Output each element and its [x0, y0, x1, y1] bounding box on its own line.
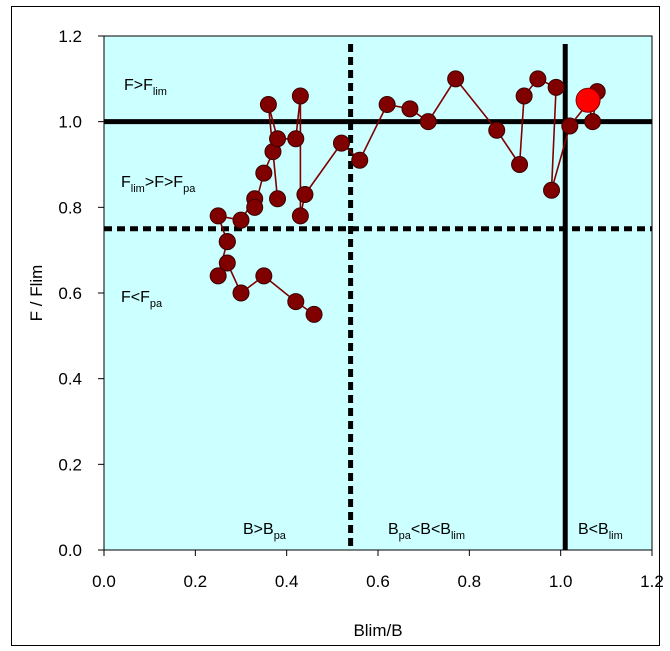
x-tick-label: 0.0 [92, 572, 116, 591]
series-layer [209, 70, 606, 323]
data-point [255, 164, 273, 182]
x-tick-label: 0.6 [366, 572, 390, 591]
y-tick-label: 1.0 [58, 113, 82, 132]
data-point [218, 254, 236, 272]
data-point [246, 198, 264, 216]
data-point [291, 87, 309, 105]
y-tick-label: 0.6 [58, 284, 82, 303]
axes: 0.0 0.2 0.4 0.6 0.8 1.0 1.2 0.0 0.2 0.4 0.6 0.8 1.0 1… [58, 27, 663, 591]
data-point [209, 207, 227, 225]
region-label: B<Blim [578, 521, 623, 542]
data-point [287, 130, 305, 148]
x-axis-title: Blim/B [353, 621, 402, 640]
data-point [488, 121, 506, 139]
data-point [259, 96, 277, 114]
data-point [255, 267, 273, 285]
data-point [351, 151, 369, 169]
data-point [419, 113, 437, 131]
y-tick-label: 1.2 [58, 27, 82, 46]
plot-area [103, 35, 653, 551]
region-labels: F>Flim Flim>F>Fpa F<Fpa B>Bpa Bpa<B<Blim B<Bl… [121, 77, 623, 542]
current-data-point [575, 87, 601, 113]
region-label: Bpa<B<Blim [388, 521, 465, 542]
data-point [515, 87, 533, 105]
data-point [296, 185, 314, 203]
y-tick-label: 0.0 [58, 541, 82, 560]
data-point [511, 156, 529, 173]
data-point [378, 96, 396, 114]
y-axis-title: F / Flim [27, 265, 46, 322]
data-point [305, 305, 323, 323]
region-label: B>Bpa [243, 521, 287, 542]
data-point [269, 190, 287, 208]
x-tick-label: 0.2 [184, 572, 208, 591]
data-point [547, 78, 565, 96]
data-point [232, 284, 250, 302]
data-point [584, 113, 602, 131]
data-point [287, 293, 305, 311]
data-point [291, 207, 309, 225]
data-point [218, 233, 236, 251]
data-point [529, 70, 547, 88]
x-tick-label: 0.4 [275, 572, 299, 591]
data-point [447, 70, 465, 88]
y-tick-label: 0.4 [58, 370, 82, 389]
y-tick-label: 0.8 [58, 198, 82, 217]
x-tick-label: 0.8 [458, 572, 482, 591]
data-point [209, 267, 227, 285]
data-point [232, 211, 250, 229]
y-tick-label: 0.2 [58, 455, 82, 474]
region-label: Flim>F>Fpa [121, 174, 196, 195]
data-point [332, 134, 350, 152]
x-tick-label: 1.2 [640, 572, 664, 591]
data-point [401, 100, 419, 118]
data-point [269, 130, 287, 148]
region-label: F<Fpa [121, 289, 163, 310]
data-point [543, 181, 561, 199]
x-tick-label: 1.0 [549, 572, 573, 591]
region-label: F>Flim [124, 77, 167, 98]
data-point [561, 117, 579, 135]
